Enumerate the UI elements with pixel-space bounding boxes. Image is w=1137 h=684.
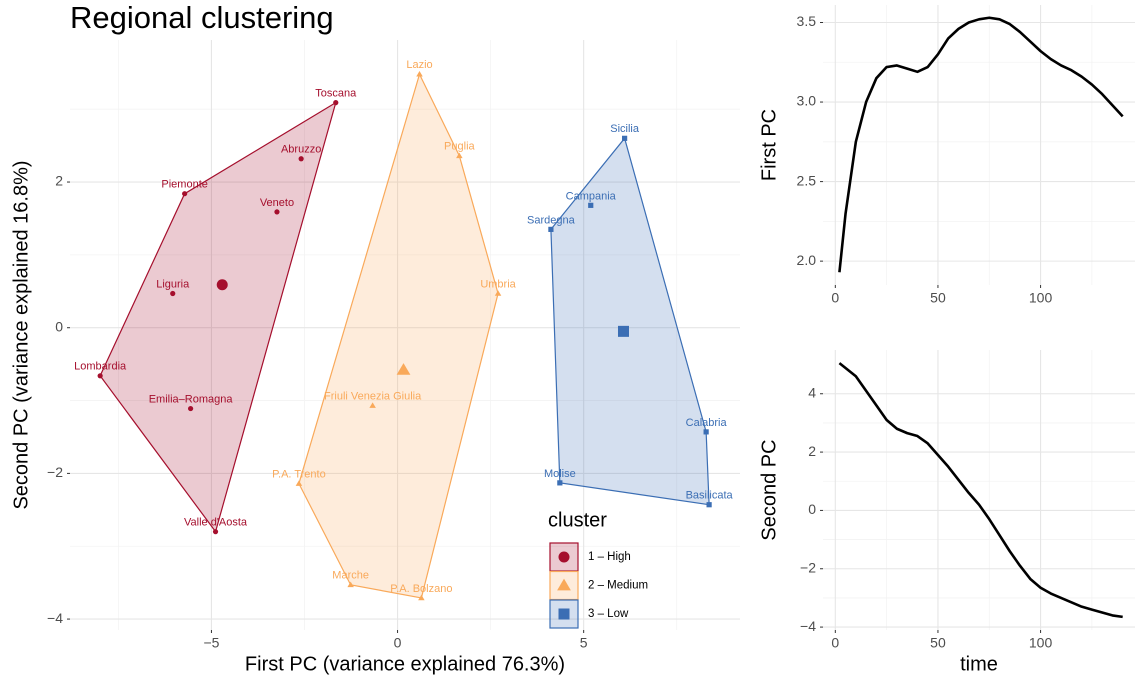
point <box>494 290 502 296</box>
point <box>706 502 712 508</box>
y-tick-label: 2.0 <box>797 252 817 268</box>
point-label: Puglia <box>444 141 475 153</box>
point-label: Piemonte <box>161 179 207 191</box>
y-axis-title: Second PC (variance explained 16.8%) <box>10 160 32 509</box>
legend-title: cluster <box>548 509 607 531</box>
y-tick-label: −2 <box>47 464 63 480</box>
x-axis-title: First PC (variance explained 76.3%) <box>245 653 565 675</box>
x-tick-label: 0 <box>394 635 402 651</box>
y-tick-label: 3.5 <box>797 13 817 29</box>
legend-label: 1 – High <box>588 551 631 563</box>
point <box>295 480 303 486</box>
y-tick-label: 2 <box>55 173 63 189</box>
point <box>97 373 103 379</box>
point-label: Liguria <box>156 278 190 290</box>
x-tick-label: 5 <box>580 635 588 651</box>
y-axis-title: First PC <box>758 109 780 181</box>
legend-marker <box>557 578 571 591</box>
centroid <box>617 325 629 337</box>
legend-marker <box>558 551 570 563</box>
chart-title: Regional clustering <box>70 0 334 35</box>
point <box>347 581 354 588</box>
point-label: Lazio <box>406 59 432 71</box>
legend-label: 2 – Medium <box>588 580 648 592</box>
point-label: Umbria <box>480 278 516 290</box>
y-axis-title: Second PC <box>758 439 780 540</box>
x-axis-title: time <box>960 653 998 675</box>
line <box>838 362 1123 619</box>
centroid <box>396 363 411 375</box>
point <box>703 429 709 435</box>
point <box>557 480 563 486</box>
point-label: Friuli Venezia Giulia <box>324 391 422 403</box>
cluster-hull <box>99 101 337 534</box>
point-label: Emilia–Romagna <box>149 393 234 405</box>
y-tick-label: 3.0 <box>797 93 817 109</box>
cluster-hull <box>298 72 499 599</box>
point <box>548 226 554 232</box>
point-label: Veneto <box>260 197 294 209</box>
x-tick-label: 100 <box>1029 290 1053 306</box>
point-label: Basilicata <box>686 490 734 502</box>
x-tick-label: 100 <box>1029 635 1053 651</box>
point <box>298 156 304 162</box>
point <box>456 152 463 159</box>
x-tick-label: −5 <box>203 635 219 651</box>
point <box>416 70 423 77</box>
point-label: Abruzzo <box>281 144 321 156</box>
point-label: Molise <box>544 468 576 480</box>
point-label: Marche <box>332 570 369 582</box>
y-tick-label: 0 <box>55 318 63 334</box>
cluster-hull <box>550 137 710 506</box>
point-label: P.A. Trento <box>272 468 326 480</box>
y-tick-label: 2 <box>808 443 816 459</box>
point <box>274 209 280 215</box>
legend-label: 3 – Low <box>588 608 629 620</box>
point <box>369 402 376 408</box>
x-tick-label: 0 <box>831 635 839 651</box>
legend-key <box>549 599 579 629</box>
x-tick-label: 0 <box>831 290 839 306</box>
point-label: Lombardia <box>74 361 127 373</box>
x-tick-label: 50 <box>930 635 946 651</box>
line <box>838 16 1124 273</box>
y-tick-label: −4 <box>47 610 63 626</box>
point <box>588 202 594 208</box>
y-tick-label: 2.5 <box>797 172 817 188</box>
point-label: Campania <box>566 190 617 202</box>
point-label: Sicilia <box>610 123 640 135</box>
point-label: Toscana <box>315 88 357 100</box>
point <box>170 290 176 297</box>
point <box>188 405 194 412</box>
point <box>333 100 339 106</box>
point <box>182 191 188 197</box>
point <box>622 135 628 141</box>
centroid <box>216 279 228 291</box>
point-label: Valle d'Aosta <box>184 517 248 529</box>
y-tick-label: −2 <box>800 559 816 575</box>
legend-marker <box>558 608 570 620</box>
point <box>418 594 425 601</box>
y-tick-label: 4 <box>808 384 816 400</box>
point-label: Sardegna <box>527 214 576 226</box>
x-tick-label: 50 <box>930 290 946 306</box>
point <box>212 529 219 535</box>
point-label: Calabria <box>686 417 728 429</box>
point-label: P.A. Bolzano <box>390 583 452 595</box>
y-tick-label: 0 <box>808 501 816 517</box>
y-tick-label: −4 <box>800 618 816 634</box>
